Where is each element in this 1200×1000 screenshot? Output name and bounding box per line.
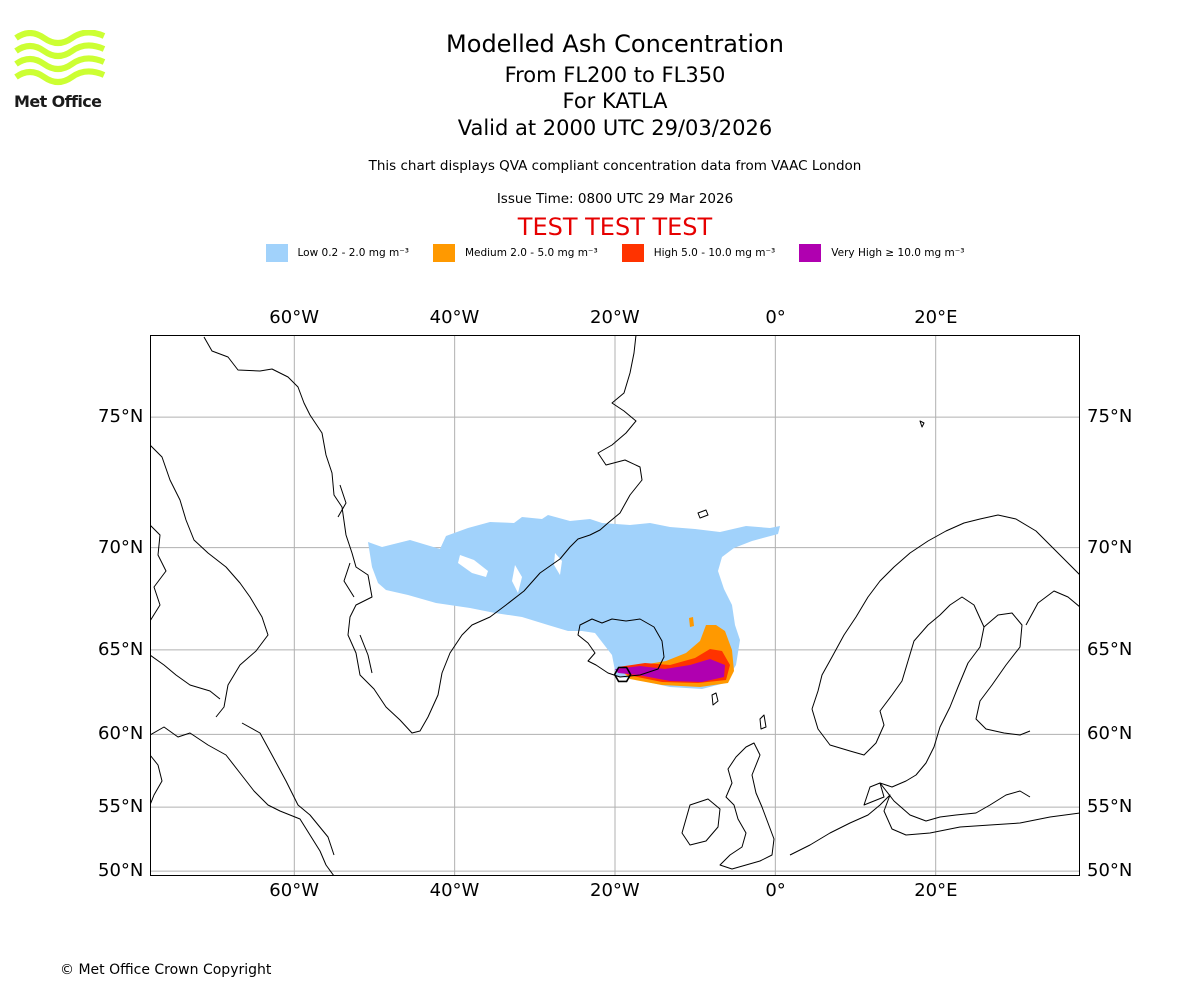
legend-item-low: Low 0.2 - 2.0 mg m⁻³: [265, 244, 409, 262]
lat-tick-label-left: 75°N: [98, 406, 144, 428]
legend-label-low: Low 0.2 - 2.0 mg m⁻³: [297, 247, 409, 259]
coastline-baffin: [151, 445, 269, 718]
lat-tick-label-right: 65°N: [1087, 638, 1133, 660]
coastline-north-europe: [789, 794, 1079, 856]
legend-label-very-high: Very High ≥ 10.0 mg m⁻³: [831, 247, 965, 259]
ash-gap-3: [554, 553, 562, 575]
coastline-greenland: [203, 336, 643, 734]
legend-swatch-high: [621, 244, 644, 262]
valid-time-subtitle: Valid at 2000 UTC 29/03/2026: [457, 116, 773, 140]
lon-tick-label-top: 40°W: [429, 307, 480, 328]
legend-item-very-high: Very High ≥ 10.0 mg m⁻³: [799, 244, 964, 262]
lat-tick-label-right: 70°N: [1087, 536, 1133, 558]
legend-item-high: High 5.0 - 10.0 mg m⁻³: [621, 244, 776, 262]
coastline-canada-west: [151, 525, 334, 875]
lat-tick-label-left: 50°N: [98, 860, 144, 882]
volcano-hexagon-icon: [613, 666, 632, 683]
volcano-marker[interactable]: [613, 666, 632, 683]
lon-tick-label-bottom: 0°: [765, 880, 786, 901]
copyright-notice: © Met Office Crown Copyright: [60, 962, 272, 978]
ash-area-medium-2: [689, 617, 694, 627]
coastline-jan-mayen: [697, 509, 709, 519]
lat-tick-label-right: 55°N: [1087, 796, 1133, 818]
map-canvas: [151, 336, 1079, 875]
lat-tick-label-right: 50°N: [1087, 860, 1133, 882]
coastline-denmark: [863, 782, 885, 806]
test-banner: TEST TEST TEST: [517, 213, 713, 241]
lon-tick-label-top: 60°W: [269, 307, 319, 328]
lat-tick-label-right: 60°N: [1087, 723, 1133, 745]
met-office-logo: Met Office: [14, 30, 106, 112]
coastline-hudson: [151, 755, 163, 804]
lon-tick-label-top: 0°: [765, 307, 786, 328]
chart-title: Modelled Ash Concentration: [446, 30, 784, 58]
concentration-legend: Low 0.2 - 2.0 mg m⁻³ Medium 2.0 - 5.0 mg…: [0, 244, 1200, 262]
coastline-greenland-fjord: [337, 484, 373, 674]
legend-label-medium: Medium 2.0 - 5.0 mg m⁻³: [464, 247, 598, 259]
volcano-subtitle: For KATLA: [562, 89, 668, 113]
legend-swatch-low: [265, 244, 288, 262]
coastline-baltic: [879, 782, 1031, 822]
lat-tick-label-right: 75°N: [1087, 406, 1133, 428]
issue-time: Issue Time: 0800 UTC 29 Mar 2026: [496, 191, 734, 207]
coastline-great-britain: [719, 742, 775, 870]
coastline-kola: [1025, 590, 1079, 626]
lon-tick-label-top: 20°E: [914, 307, 958, 328]
coastline-labrador: [241, 722, 335, 856]
coastline-norway: [811, 514, 1079, 710]
ash-concentration-map[interactable]: [150, 335, 1080, 876]
legend-label-high: High 5.0 - 10.0 mg m⁻³: [653, 247, 776, 259]
met-office-wave-icon: [14, 30, 106, 85]
coastline-bear-island: [919, 420, 925, 428]
coastline-iceland: [577, 618, 665, 678]
lat-tick-label-left: 60°N: [98, 723, 144, 745]
chart-description: This chart displays QVA compliant concen…: [368, 158, 862, 174]
legend-swatch-very-high: [799, 244, 822, 262]
lon-tick-label-bottom: 60°W: [269, 880, 319, 901]
ash-area-very-high: [615, 659, 725, 682]
coastline-shetland: [759, 714, 767, 730]
lat-tick-label-left: 55°N: [98, 796, 144, 818]
coastline-sweden-finland: [879, 596, 985, 788]
coastlines: [151, 336, 1079, 875]
coastline-ireland: [681, 798, 721, 846]
coastline-finland: [975, 612, 1031, 736]
ash-gap-2: [512, 565, 522, 593]
lat-tick-label-left: 70°N: [98, 536, 144, 558]
lon-tick-label-bottom: 40°W: [429, 880, 480, 901]
met-office-logo-text: Met Office: [14, 92, 102, 111]
flight-level-subtitle: From FL200 to FL350: [504, 63, 726, 87]
ash-gap-1: [458, 555, 488, 577]
coastline-faroe: [711, 692, 719, 706]
lon-tick-label-bottom: 20°E: [914, 880, 958, 901]
ash-area-low: [368, 515, 780, 689]
ash-plume: [368, 515, 780, 689]
lon-tick-label-bottom: 20°W: [590, 880, 640, 901]
legend-item-medium: Medium 2.0 - 5.0 mg m⁻³: [432, 244, 598, 262]
lon-tick-label-top: 20°W: [590, 307, 640, 328]
legend-swatch-medium: [432, 244, 455, 262]
lat-tick-label-left: 65°N: [98, 638, 144, 660]
coastline-norway-south: [811, 660, 909, 756]
